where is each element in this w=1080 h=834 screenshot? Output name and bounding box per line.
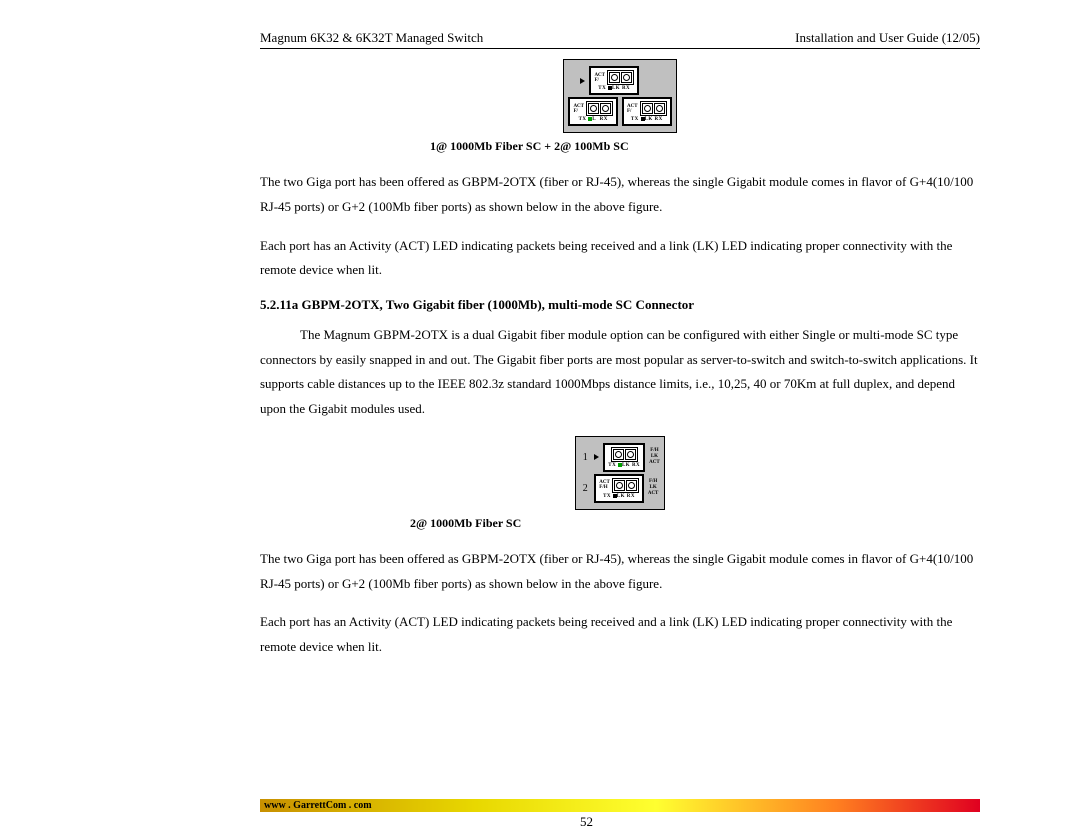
paragraph-2: Each port has an Activity (ACT) LED indi…	[260, 234, 980, 283]
figure-1-diagram: ACTF/ TX LK RX ACTF/ TX L RX	[260, 59, 980, 133]
figure-2-caption: 2@ 1000Mb Fiber SC	[410, 516, 980, 531]
footer-url-bar: www . GarrettCom . com	[260, 799, 980, 812]
paragraph-5: Each port has an Activity (ACT) LED indi…	[260, 610, 980, 659]
header-left: Magnum 6K32 & 6K32T Managed Switch	[260, 30, 483, 46]
paragraph-4: The two Giga port has been offered as GB…	[260, 547, 980, 596]
figure-1-caption: 1@ 1000Mb Fiber SC + 2@ 100Mb SC	[430, 139, 980, 154]
section-heading: 5.2.11a GBPM-2OTX, Two Gigabit fiber (10…	[260, 297, 980, 313]
paragraph-1: The two Giga port has been offered as GB…	[260, 170, 980, 219]
footer-url: www . GarrettCom . com	[264, 800, 372, 811]
header-right: Installation and User Guide (12/05)	[795, 30, 980, 46]
page-number: 52	[580, 814, 593, 830]
figure-2-diagram: 1 TX LK RX F/HLKACT 2 ACTF/H	[260, 436, 980, 510]
page-header: Magnum 6K32 & 6K32T Managed Switch Insta…	[260, 30, 980, 49]
paragraph-3: The Magnum GBPM-2OTX is a dual Gigabit f…	[260, 323, 980, 422]
